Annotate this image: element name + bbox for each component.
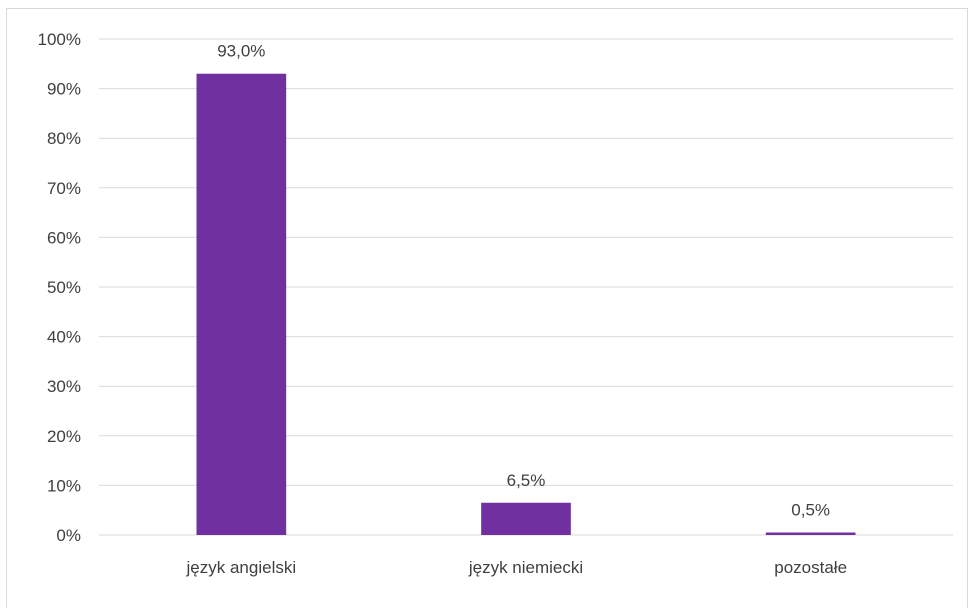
x-tick-label: pozostałe (774, 558, 847, 577)
data-labels: 93,0% 6,5% 0,5% (217, 42, 830, 520)
y-tick-label: 50% (47, 278, 81, 297)
y-tick-label: 0% (56, 526, 81, 545)
y-tick-label: 60% (47, 228, 81, 247)
x-tick-label: język angielski (186, 558, 297, 577)
y-axis-tick-labels: 0% 10% 20% 30% 40% 50% 60% 70% 80% 90% 100% (38, 30, 81, 545)
data-label: 93,0% (217, 42, 265, 61)
y-tick-label: 70% (47, 179, 81, 198)
y-tick-label: 100% (38, 30, 81, 49)
y-tick-label: 10% (47, 476, 81, 495)
data-label: 0,5% (791, 501, 830, 520)
y-tick-label: 80% (47, 129, 81, 148)
x-axis-tick-labels: język angielski język niemiecki pozostałe (186, 558, 848, 577)
bars (196, 74, 855, 535)
data-label: 6,5% (507, 471, 546, 490)
bar-chart: 0% 10% 20% 30% 40% 50% 60% 70% 80% 90% 100% 93,0% 6… (0, 0, 974, 591)
bar (481, 503, 571, 535)
bar (766, 533, 856, 535)
y-tick-label: 90% (47, 80, 81, 99)
y-tick-label: 40% (47, 328, 81, 347)
y-tick-label: 20% (47, 427, 81, 446)
y-tick-label: 30% (47, 377, 81, 396)
x-tick-label: język niemiecki (468, 558, 583, 577)
bar (196, 74, 286, 535)
